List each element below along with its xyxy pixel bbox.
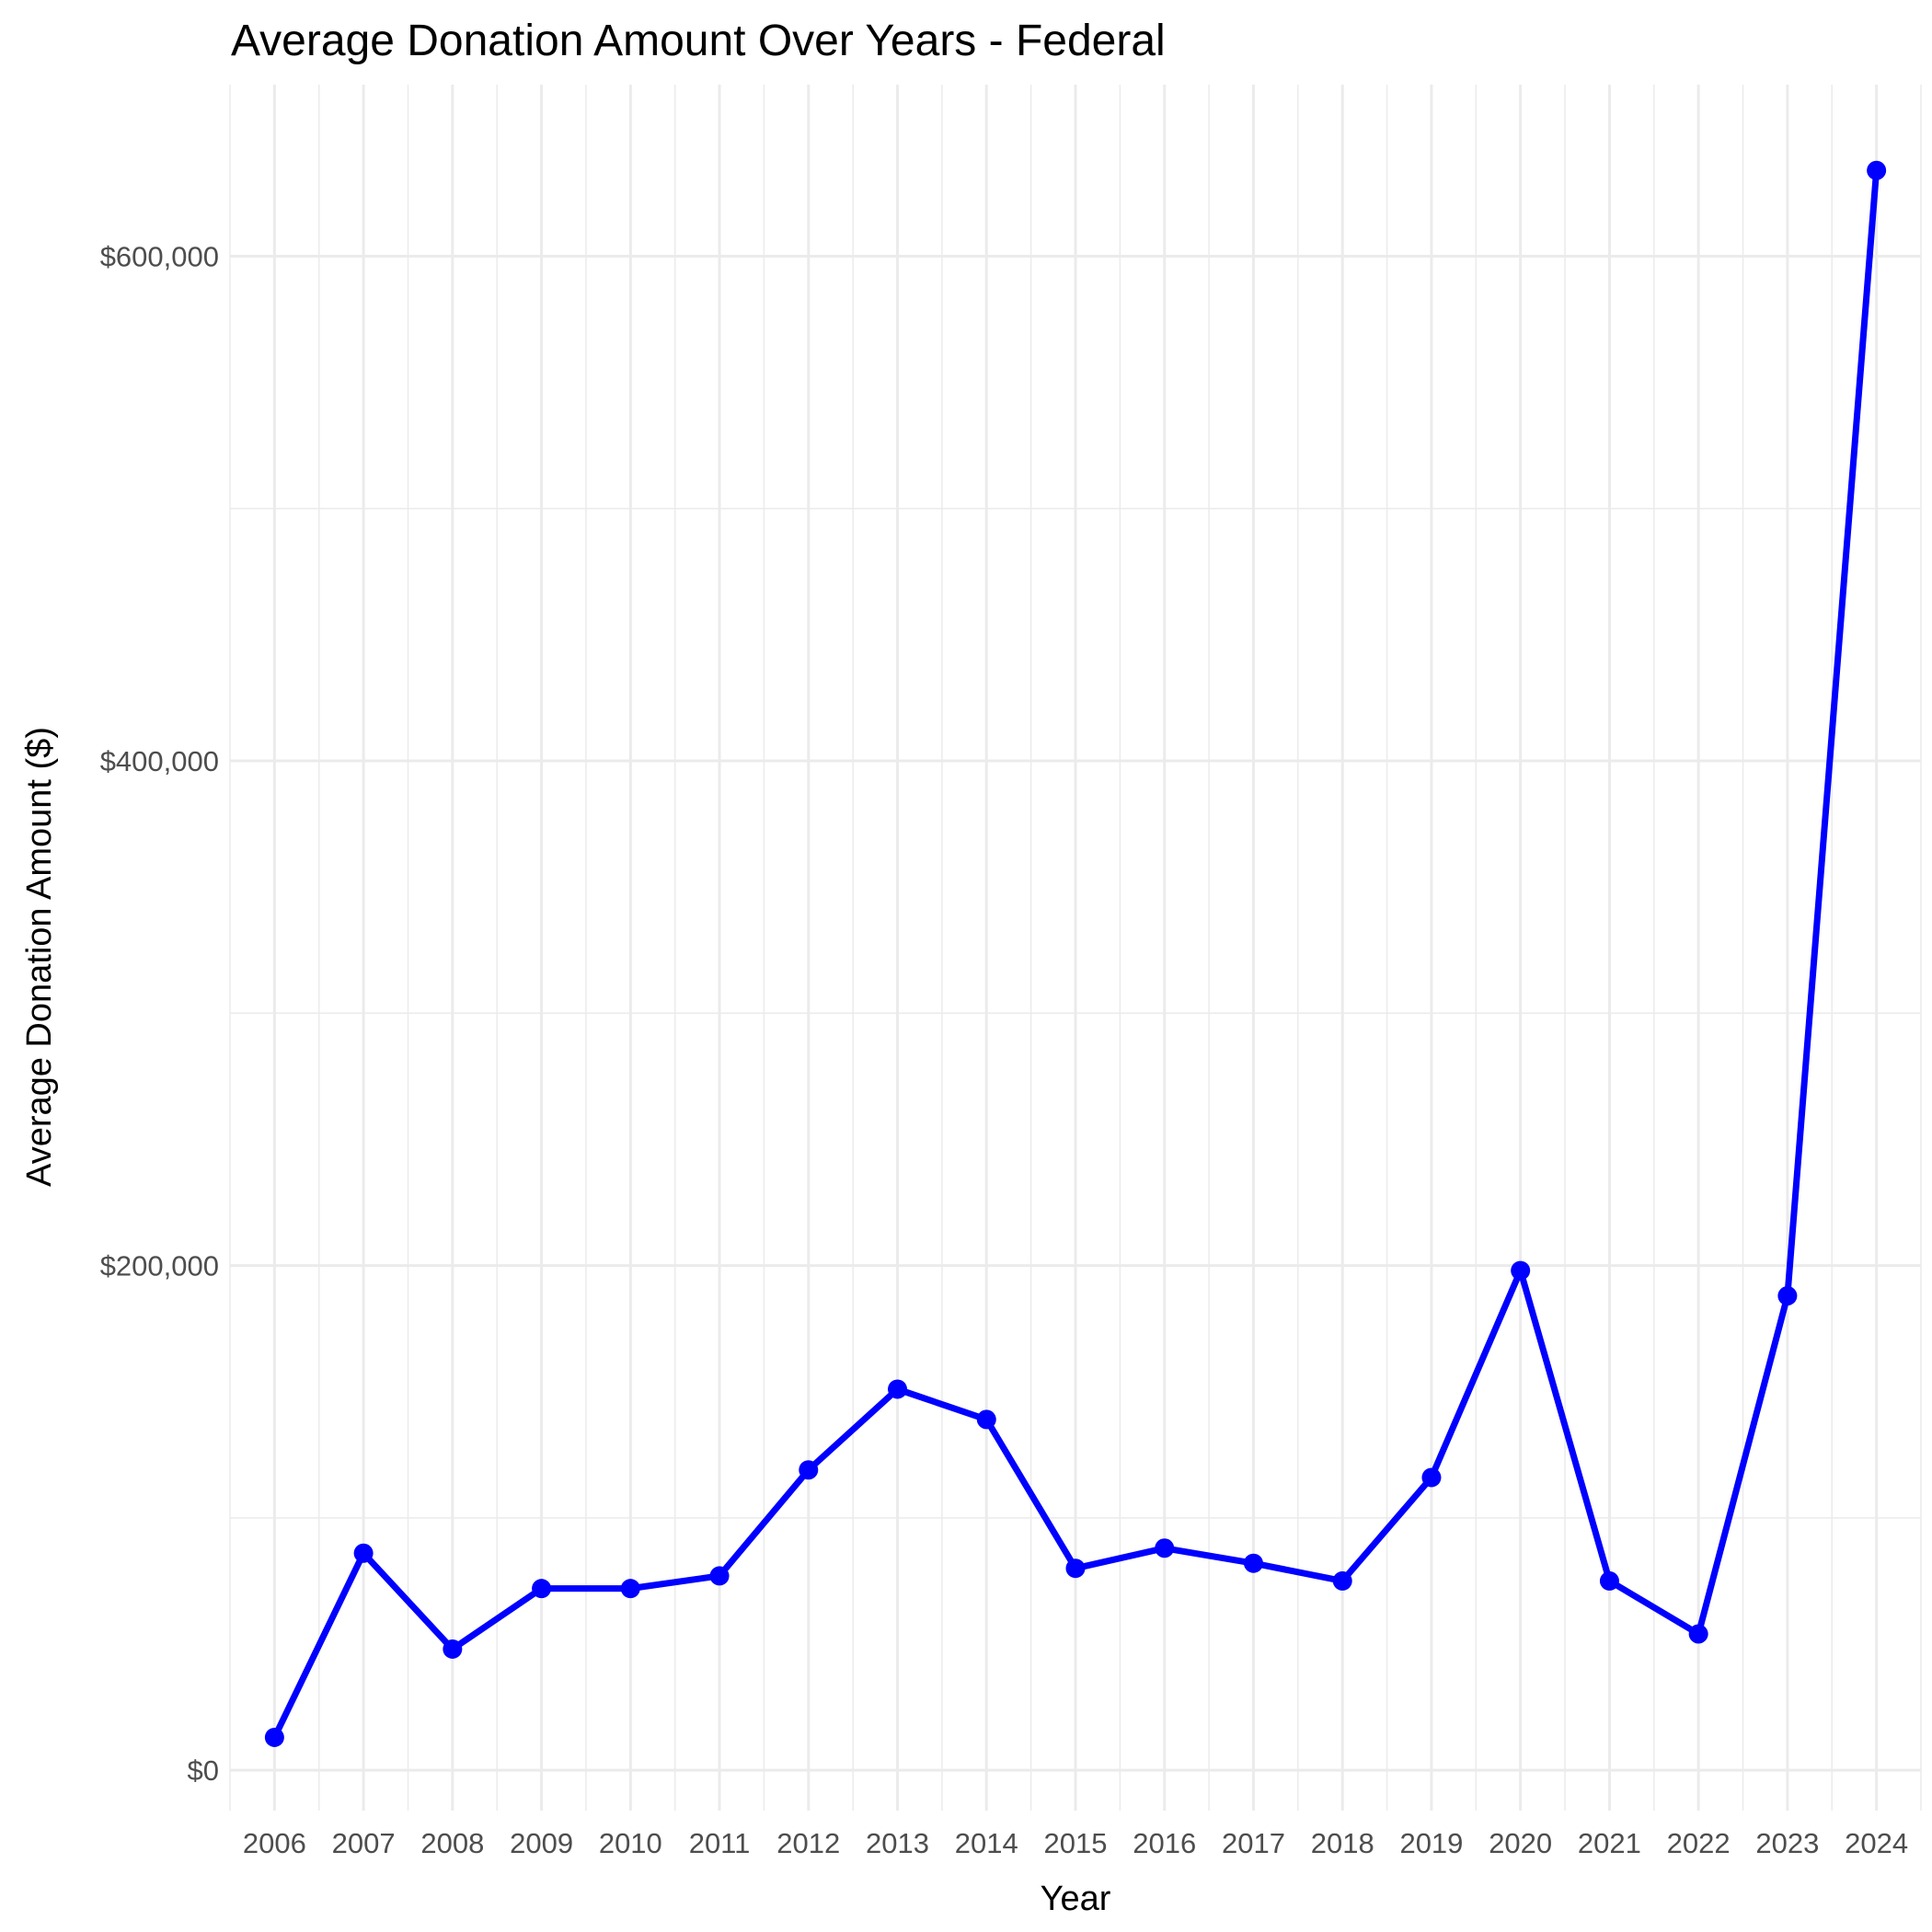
data-point xyxy=(1867,160,1887,180)
y-tick-label: $600,000 xyxy=(100,241,219,273)
x-tick-label: 2019 xyxy=(1399,1827,1463,1859)
x-tick-label: 2024 xyxy=(1845,1827,1908,1859)
x-tick-label: 2010 xyxy=(599,1827,662,1859)
y-tick-label: $200,000 xyxy=(100,1250,219,1282)
x-tick-label: 2013 xyxy=(866,1827,929,1859)
x-axis-ticks: 2006 2007 2008 2009 2010 2011 2012 2013 2014 2015… xyxy=(243,1827,1908,1859)
x-tick-label: 2015 xyxy=(1044,1827,1108,1859)
x-tick-label: 2023 xyxy=(1755,1827,1819,1859)
x-tick-label: 2016 xyxy=(1133,1827,1196,1859)
data-point xyxy=(532,1579,552,1599)
x-axis-title: Year xyxy=(1041,1880,1111,1918)
data-point xyxy=(1511,1260,1531,1281)
x-tick-label: 2011 xyxy=(689,1827,751,1859)
data-point xyxy=(1688,1624,1708,1644)
x-tick-label: 2018 xyxy=(1311,1827,1374,1859)
grid xyxy=(229,85,1922,1811)
x-tick-label: 2008 xyxy=(420,1827,484,1859)
data-point xyxy=(1599,1570,1619,1591)
data-point xyxy=(976,1409,996,1430)
chart-title: Average Donation Amount Over Years - Fed… xyxy=(231,17,1166,65)
y-axis-title: Average Donation Amount ($) xyxy=(20,727,59,1187)
data-point xyxy=(1332,1570,1352,1591)
data-point xyxy=(620,1579,640,1599)
data-point xyxy=(709,1566,730,1586)
data-point xyxy=(1777,1285,1798,1305)
y-axis-ticks: $0 $200,000 $400,000 $600,000 xyxy=(100,241,219,1788)
data-point xyxy=(799,1460,819,1480)
x-tick-label: 2007 xyxy=(332,1827,396,1859)
x-tick-label: 2014 xyxy=(955,1827,1018,1859)
data-point xyxy=(1065,1558,1086,1579)
data-point xyxy=(443,1639,463,1659)
data-point xyxy=(1243,1553,1263,1573)
x-tick-label: 2022 xyxy=(1667,1827,1731,1859)
x-tick-label: 2020 xyxy=(1489,1827,1552,1859)
y-tick-label: $0 xyxy=(188,1754,219,1787)
data-point xyxy=(264,1727,284,1747)
data-point xyxy=(1421,1467,1442,1488)
data-point xyxy=(1155,1538,1175,1558)
data-point xyxy=(888,1379,908,1399)
x-tick-label: 2006 xyxy=(243,1827,306,1859)
x-tick-label: 2017 xyxy=(1222,1827,1285,1859)
y-tick-label: $400,000 xyxy=(100,745,219,777)
x-tick-label: 2021 xyxy=(1578,1827,1641,1859)
x-tick-label: 2009 xyxy=(510,1827,573,1859)
series-line-group xyxy=(264,160,1887,1747)
x-tick-label: 2012 xyxy=(776,1827,840,1859)
data-point xyxy=(353,1543,374,1563)
